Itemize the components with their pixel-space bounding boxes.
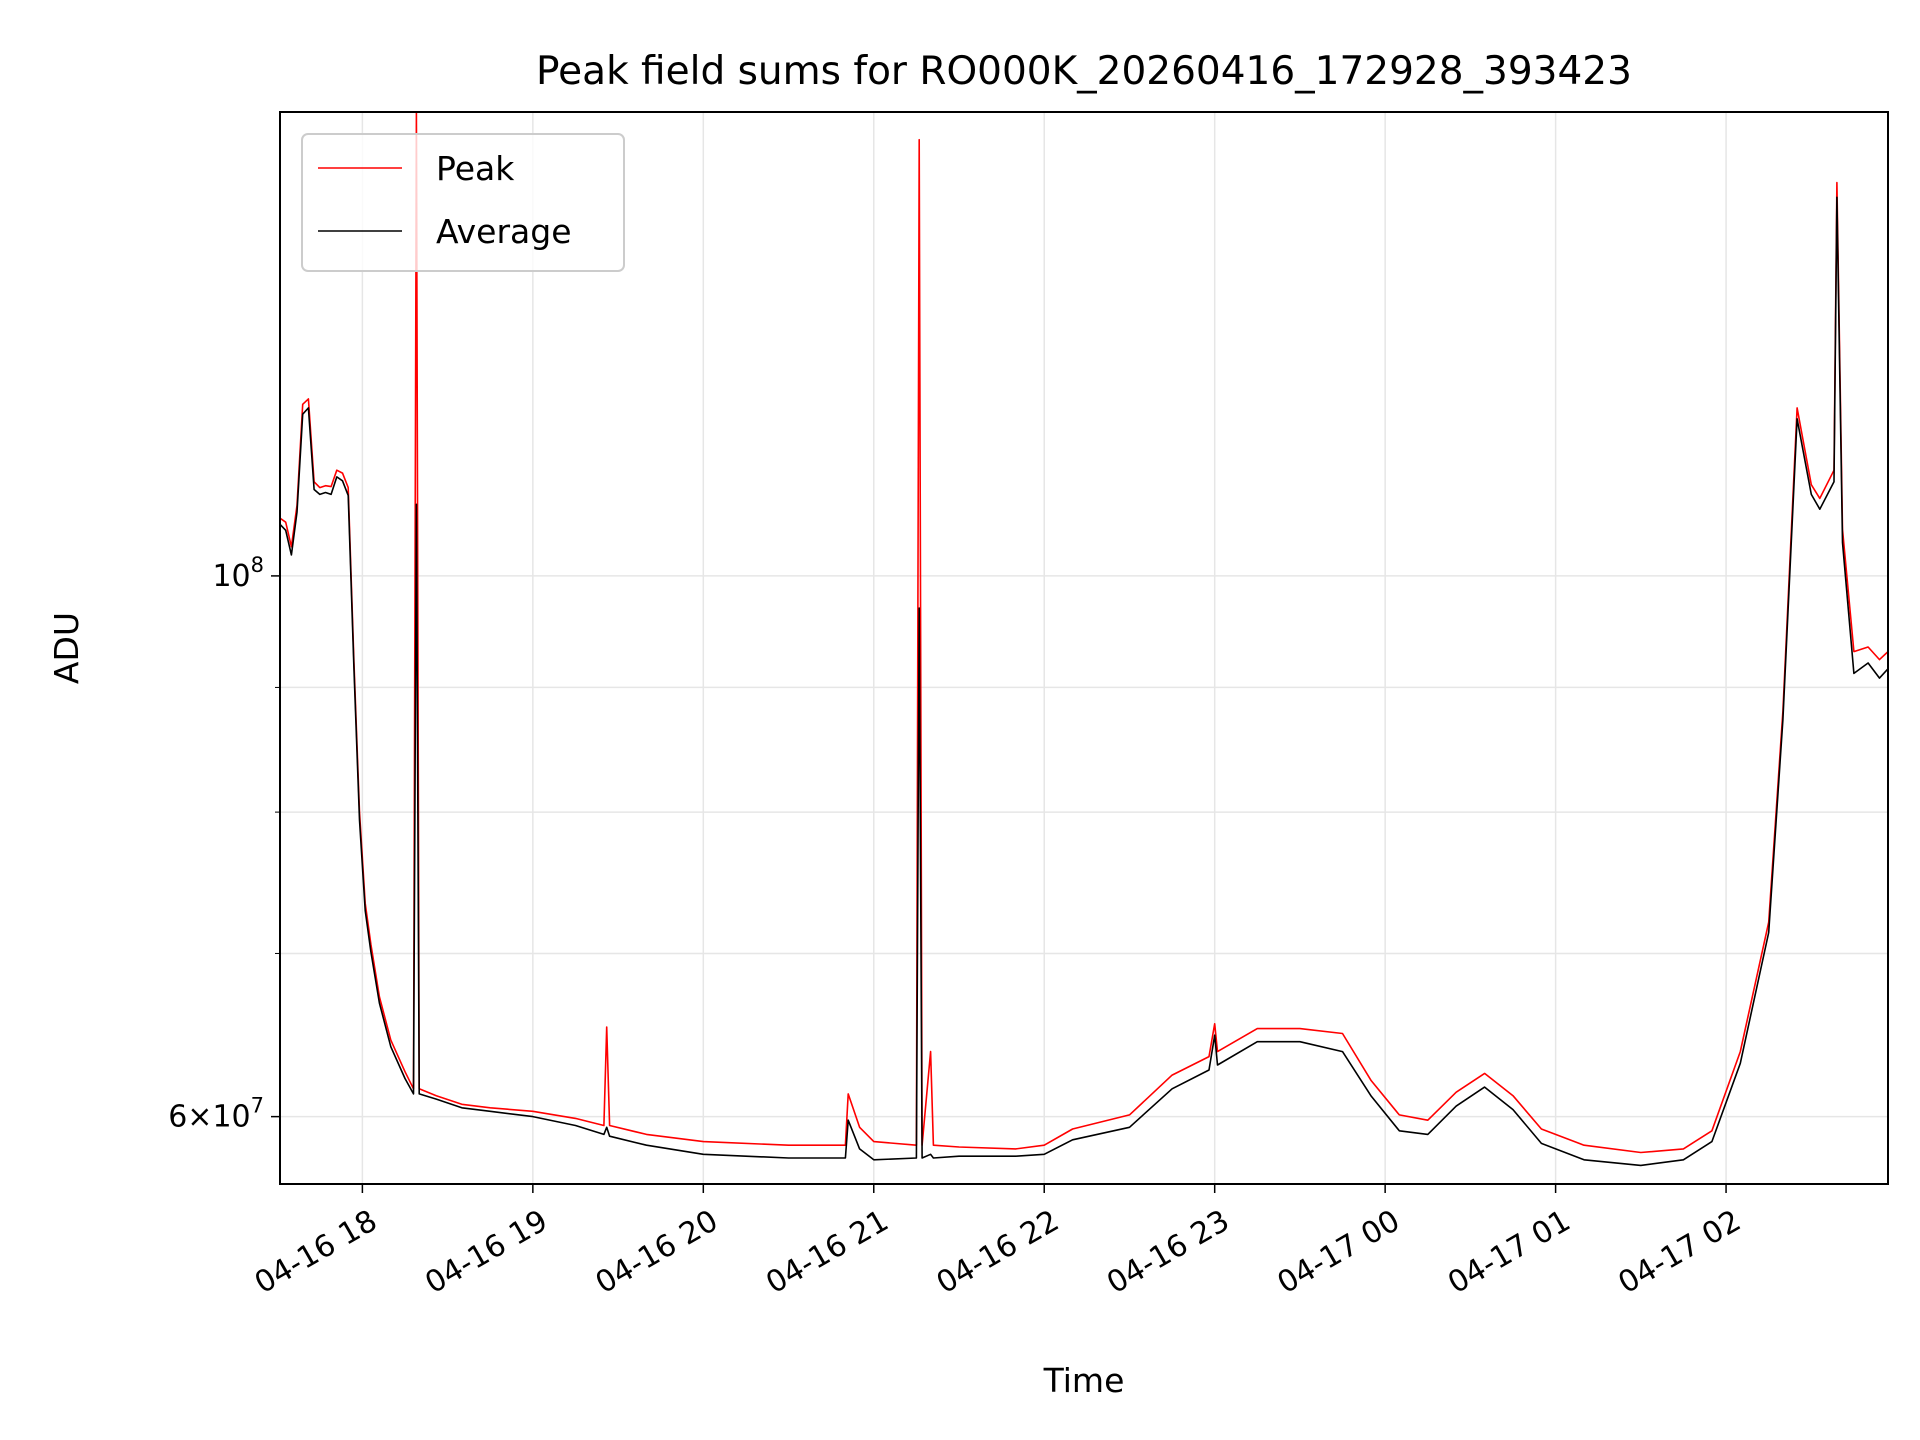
legend: Peak Average [301,133,625,272]
chart-title: Peak field sums for RO000K_20260416_1729… [536,49,1632,94]
series-line-average [280,196,1888,1167]
x-axis-label: Time [1043,1361,1125,1400]
series-layer [280,112,1888,1167]
legend-label-peak: Peak [436,149,515,188]
plot-frame [279,111,1889,1185]
grid [280,112,1888,1184]
y-tick-label: 108 [212,553,264,594]
y-tick-label: 6×107 [168,1094,264,1135]
legend-label-average: Average [436,212,572,251]
y-axis-label: ADU [47,612,86,684]
